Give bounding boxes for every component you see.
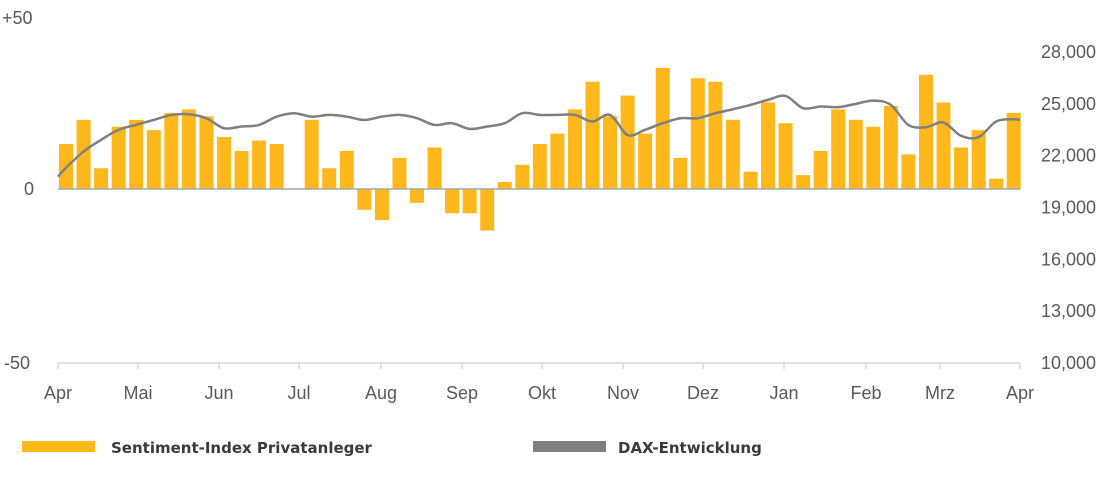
sentiment-bar xyxy=(725,119,740,189)
sentiment-bar xyxy=(989,178,1004,189)
sentiment-bar xyxy=(129,119,144,189)
sentiment-bar xyxy=(410,189,424,203)
month-label: Okt xyxy=(528,383,556,403)
month-label: Jul xyxy=(287,383,310,403)
sentiment-bar xyxy=(550,133,565,189)
sentiment-bar xyxy=(164,112,179,189)
sentiment-bar xyxy=(94,168,109,189)
sentiment-bar xyxy=(515,164,530,189)
sentiment-bar xyxy=(111,126,126,189)
sentiment-bar xyxy=(427,147,442,189)
left-tick-label: +50 xyxy=(2,8,33,28)
sentiment-bar xyxy=(181,109,196,189)
sentiment-bar xyxy=(339,150,354,189)
sentiment-bar xyxy=(146,130,161,189)
month-label: Sep xyxy=(446,383,478,403)
legend-swatch-sentiment xyxy=(22,441,95,452)
month-label: Dez xyxy=(687,383,719,403)
sentiment-bar xyxy=(743,171,758,189)
sentiment-bar xyxy=(603,116,618,189)
sentiment-bar xyxy=(813,150,828,189)
right-tick-label: 10,000 xyxy=(1041,353,1096,373)
legend-swatch-dax xyxy=(533,441,606,452)
sentiment-bar xyxy=(673,157,688,189)
sentiment-bar xyxy=(883,105,898,189)
sentiment-bar xyxy=(480,189,495,231)
dax-line xyxy=(56,94,1021,178)
sentiment-bar xyxy=(918,74,933,189)
sentiment-bar xyxy=(269,144,284,189)
month-label: Jan xyxy=(769,383,798,403)
month-label: Feb xyxy=(850,383,881,403)
sentiment-bar xyxy=(497,182,512,189)
sentiment-bar xyxy=(620,95,635,189)
month-label: Apr xyxy=(1006,383,1034,403)
right-axis-labels: 28,000 25,000 22,000 19,000 16,000 13,000 10,0… xyxy=(1041,42,1096,373)
sentiment-bar xyxy=(392,157,407,189)
sentiment-bar xyxy=(1006,112,1021,189)
sentiment-bar xyxy=(445,189,460,214)
sentiment-bar xyxy=(252,140,267,189)
sentiment-bar xyxy=(954,147,969,189)
month-label: Nov xyxy=(607,383,639,403)
sentiment-bar xyxy=(585,81,600,189)
right-tick-label: 25,000 xyxy=(1041,94,1096,114)
sentiment-bar xyxy=(655,67,670,189)
sentiment-bar xyxy=(848,119,863,189)
sentiment-bar xyxy=(76,119,91,189)
sentiment-bar xyxy=(638,133,653,189)
sentiment-bar xyxy=(971,130,986,189)
sentiment-bar xyxy=(532,144,547,189)
right-tick-label: 16,000 xyxy=(1041,249,1096,269)
x-axis-labels: Apr Mai Jun Jul Aug Sep Okt Nov Dez Jan Feb Mrz Apr xyxy=(44,383,1034,403)
month-label: Apr xyxy=(44,383,72,403)
right-tick-label: 28,000 xyxy=(1041,42,1096,62)
sentiment-bar xyxy=(234,150,249,189)
sentiment-bar xyxy=(936,102,951,189)
legend-label-dax: DAX-Entwicklung xyxy=(618,439,762,457)
month-label: Mai xyxy=(123,383,152,403)
sentiment-bar xyxy=(357,189,372,210)
x-axis-ticks xyxy=(57,363,1021,369)
sentiment-bar xyxy=(796,175,811,189)
left-tick-label: 0 xyxy=(24,179,34,199)
month-label: Mrz xyxy=(925,383,955,403)
sentiment-bar xyxy=(690,78,705,189)
left-tick-label: -50 xyxy=(4,353,30,373)
month-label: Aug xyxy=(365,383,397,403)
sentiment-bar xyxy=(199,116,214,189)
sentiment-bar xyxy=(866,126,881,189)
month-label: Jun xyxy=(204,383,233,403)
sentiment-bar xyxy=(462,189,477,214)
sentiment-bar xyxy=(567,109,582,189)
sentiment-bar xyxy=(778,123,793,189)
right-tick-label: 13,000 xyxy=(1041,301,1096,321)
right-tick-label: 19,000 xyxy=(1041,198,1096,218)
sentiment-bar xyxy=(216,137,231,189)
legend-label-sentiment: Sentiment-Index Privatanleger xyxy=(111,439,373,457)
sentiment-bar xyxy=(708,81,723,189)
sentiment-bar xyxy=(374,189,389,221)
sentiment-bar xyxy=(901,154,916,189)
sentiment-bar xyxy=(831,109,846,189)
right-tick-label: 22,000 xyxy=(1041,146,1096,166)
sentiment-bar xyxy=(322,168,337,189)
sentiment-bar xyxy=(761,102,775,189)
sentiment-bar xyxy=(304,119,319,189)
bar-series xyxy=(59,67,1021,231)
